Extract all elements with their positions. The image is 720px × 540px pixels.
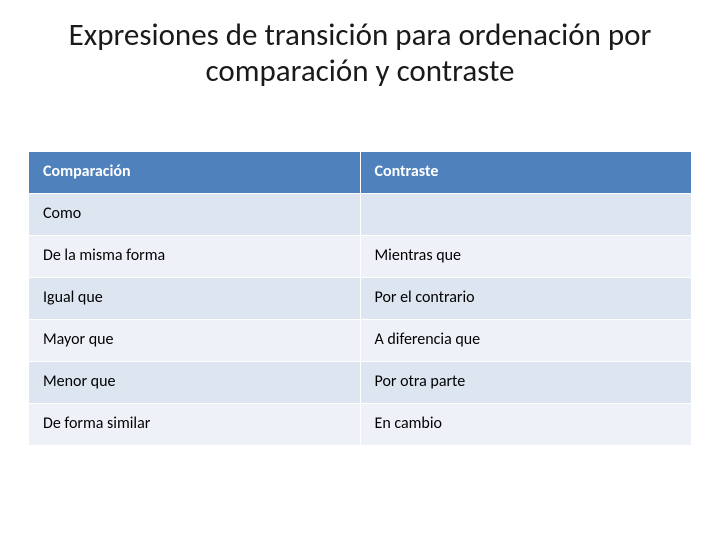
cell-contraste: Por el contrario — [360, 278, 692, 320]
table-row: De forma similar En cambio — [29, 404, 692, 446]
cell-comparacion: Igual que — [29, 278, 361, 320]
table-row: De la misma forma Mientras que — [29, 236, 692, 278]
page-title: Expresiones de transición para ordenació… — [28, 18, 692, 89]
col-header-comparacion: Comparación — [29, 152, 361, 194]
cell-comparacion: Menor que — [29, 362, 361, 404]
table-row: Mayor que A diferencia que — [29, 320, 692, 362]
cell-contraste: En cambio — [360, 404, 692, 446]
cell-comparacion: De forma similar — [29, 404, 361, 446]
cell-contraste: Mientras que — [360, 236, 692, 278]
table-row: Como — [29, 194, 692, 236]
transition-table: Comparación Contraste Como De la misma f… — [28, 151, 692, 446]
table-row: Menor que Por otra parte — [29, 362, 692, 404]
cell-comparacion: Mayor que — [29, 320, 361, 362]
slide: Expresiones de transición para ordenació… — [0, 0, 720, 540]
cell-comparacion: Como — [29, 194, 361, 236]
cell-contraste: A diferencia que — [360, 320, 692, 362]
cell-contraste — [360, 194, 692, 236]
col-header-contraste: Contraste — [360, 152, 692, 194]
cell-contraste: Por otra parte — [360, 362, 692, 404]
cell-comparacion: De la misma forma — [29, 236, 361, 278]
table-row: Igual que Por el contrario — [29, 278, 692, 320]
table-header-row: Comparación Contraste — [29, 152, 692, 194]
